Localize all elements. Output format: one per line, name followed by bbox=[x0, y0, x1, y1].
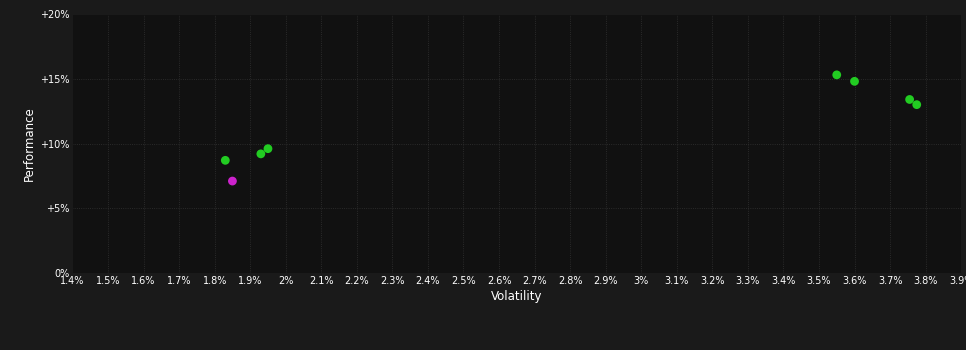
X-axis label: Volatility: Volatility bbox=[491, 290, 543, 303]
Point bbox=[829, 72, 844, 78]
Point bbox=[847, 78, 863, 84]
Point bbox=[217, 158, 233, 163]
Y-axis label: Performance: Performance bbox=[23, 106, 36, 181]
Point bbox=[909, 102, 924, 107]
Point bbox=[902, 97, 918, 102]
Point bbox=[260, 146, 275, 152]
Point bbox=[225, 178, 241, 184]
Point bbox=[253, 151, 269, 157]
